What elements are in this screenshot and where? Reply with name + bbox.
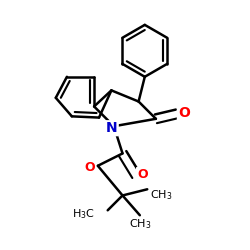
Text: O: O — [137, 168, 147, 181]
Text: O: O — [178, 106, 190, 120]
Text: H$_3$C: H$_3$C — [72, 208, 95, 222]
Text: O: O — [84, 161, 95, 174]
Text: N: N — [106, 121, 118, 135]
Text: CH$_3$: CH$_3$ — [150, 188, 172, 202]
Text: CH$_3$: CH$_3$ — [129, 217, 151, 231]
